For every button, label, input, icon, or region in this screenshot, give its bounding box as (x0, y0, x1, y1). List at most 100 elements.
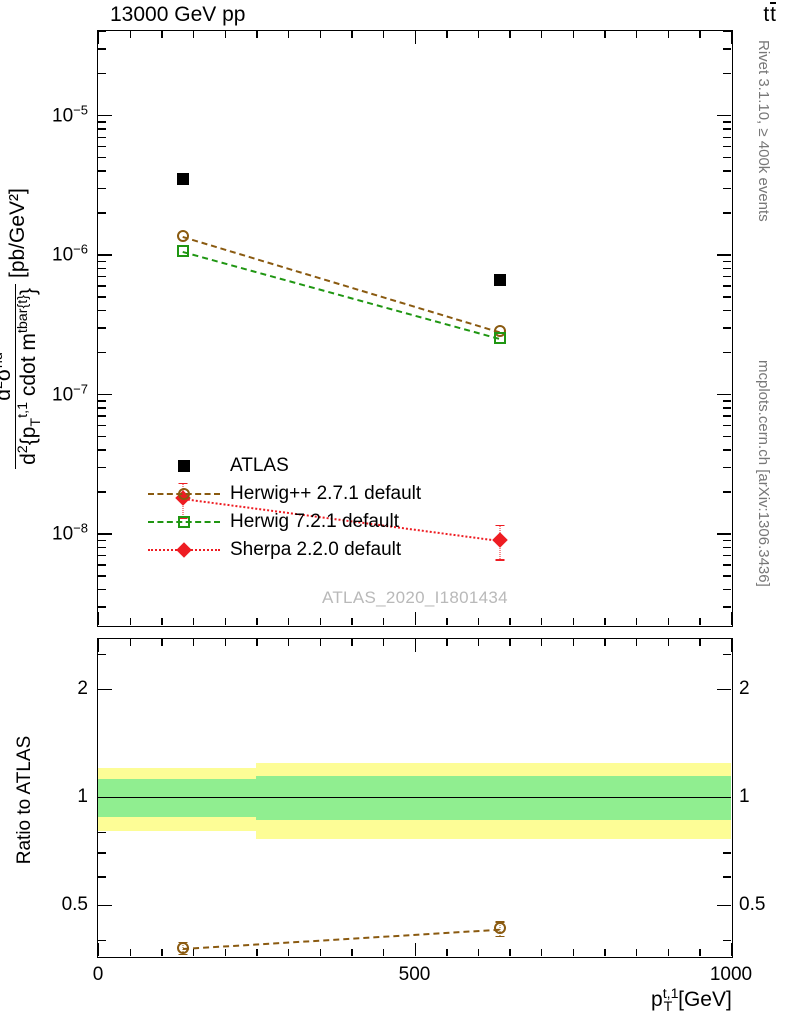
ratio-y-tick-label: 0.5 (61, 893, 88, 915)
y-tick (723, 31, 731, 33)
y-axis-numerator: d2σnd (0, 352, 15, 400)
legend-marker-open-circle (148, 484, 220, 504)
data-point (493, 274, 506, 287)
y-tick (723, 121, 731, 123)
x-axis-label-base: p (651, 988, 663, 1011)
x-tick (287, 31, 290, 38)
ratio-error-bar-cap (178, 953, 188, 956)
data-point (177, 230, 190, 243)
x-tick (604, 31, 606, 38)
y-tick-label: 10−6 (52, 241, 88, 267)
x-tick (161, 31, 163, 38)
main-plot-area (98, 31, 731, 625)
legend-item[interactable]: Herwig 7.2.1 default (148, 508, 421, 536)
x-tick (256, 639, 258, 646)
error-bar-cap (495, 559, 505, 561)
data-point (177, 172, 190, 185)
y-tick (723, 449, 731, 451)
y-tick (98, 31, 106, 33)
y-tick-label: 10−7 (52, 381, 88, 406)
y-tick (98, 400, 106, 402)
x-axis-label-sub: T (663, 999, 673, 1016)
ratio-y-tick (98, 653, 106, 656)
y-tick (723, 606, 731, 608)
ratio-y-tick (717, 688, 731, 691)
x-tick (382, 949, 385, 956)
legend-item[interactable]: Herwig++ 2.7.1 default (148, 480, 421, 508)
x-tick (699, 618, 701, 625)
y-tick (98, 145, 106, 148)
y-tick (98, 187, 106, 190)
y-tick (723, 187, 731, 190)
y-tick (98, 424, 106, 427)
y-tick (723, 554, 731, 557)
x-tick (509, 639, 511, 646)
y-tick (723, 170, 731, 172)
x-tick (446, 949, 448, 956)
x-tick (98, 943, 100, 956)
y-tick (723, 267, 731, 270)
legend-item[interactable]: ATLAS (148, 452, 421, 480)
y-tick (98, 554, 106, 557)
legend-key-icon (178, 516, 190, 528)
x-tick (287, 618, 290, 625)
y-tick (98, 260, 106, 263)
y-tick (723, 491, 731, 493)
y-tick (98, 491, 106, 493)
mcplots-caption: mcplots.cern.ch [arXiv:1306.3436] (755, 360, 772, 587)
y-tick (98, 351, 106, 354)
x-tick (192, 949, 195, 956)
y-tick (723, 415, 731, 417)
y-tick (723, 276, 731, 278)
x-tick (351, 639, 353, 646)
x-tick (351, 949, 353, 956)
error-bar-cap (178, 482, 188, 485)
legend-label: Sherpa 2.2.0 default (230, 539, 402, 560)
x-tick (224, 949, 226, 956)
x-tick (509, 618, 511, 625)
y-tick (723, 564, 731, 566)
x-tick (477, 949, 480, 956)
x-tick (192, 31, 195, 38)
y-tick (98, 136, 106, 138)
legend-key-icon (178, 488, 190, 500)
y-tick (723, 424, 731, 427)
x-tick (667, 949, 670, 956)
rivet-version-caption: Rivet 3.1.10, ≥ 400k events (755, 40, 772, 222)
x-tick (98, 639, 100, 652)
ratio-data-point (177, 941, 190, 954)
y-tick (723, 575, 731, 577)
x-tick (636, 618, 638, 625)
series-line (182, 251, 500, 341)
y-tick (723, 128, 731, 130)
ratio-y-tick (717, 904, 731, 907)
legend-item[interactable]: Sherpa 2.2.0 default (148, 536, 421, 564)
ratio-y-tick (98, 688, 112, 691)
y-tick (723, 588, 731, 591)
ratio-y-tick-label-right: 1 (739, 785, 750, 807)
x-tick (287, 949, 290, 956)
data-point (177, 245, 190, 258)
x-tick (731, 943, 733, 956)
x-tick (382, 639, 385, 646)
ratio-y-tick (723, 939, 731, 941)
x-tick (731, 612, 733, 625)
x-tick (351, 31, 353, 38)
legend-marker-open-square (148, 512, 220, 532)
y-tick (98, 285, 106, 287)
x-tick (98, 612, 100, 625)
ratio-y-tick-label-right: 0.5 (739, 893, 766, 915)
analysis-watermark: ATLAS_2020_I1801434 (322, 588, 508, 607)
y-tick (98, 327, 106, 329)
legend: ATLAS Herwig++ 2.7.1 default Herwig 7.2.1 … (148, 452, 421, 564)
legend-key-icon (176, 542, 192, 558)
y-tick (723, 145, 731, 148)
y-tick (723, 351, 731, 354)
x-tick (446, 31, 448, 38)
y-tick (723, 296, 731, 298)
y-tick (723, 285, 731, 287)
x-tick (477, 618, 480, 625)
legend-marker-filled-diamond (148, 540, 220, 560)
x-tick (604, 949, 606, 956)
